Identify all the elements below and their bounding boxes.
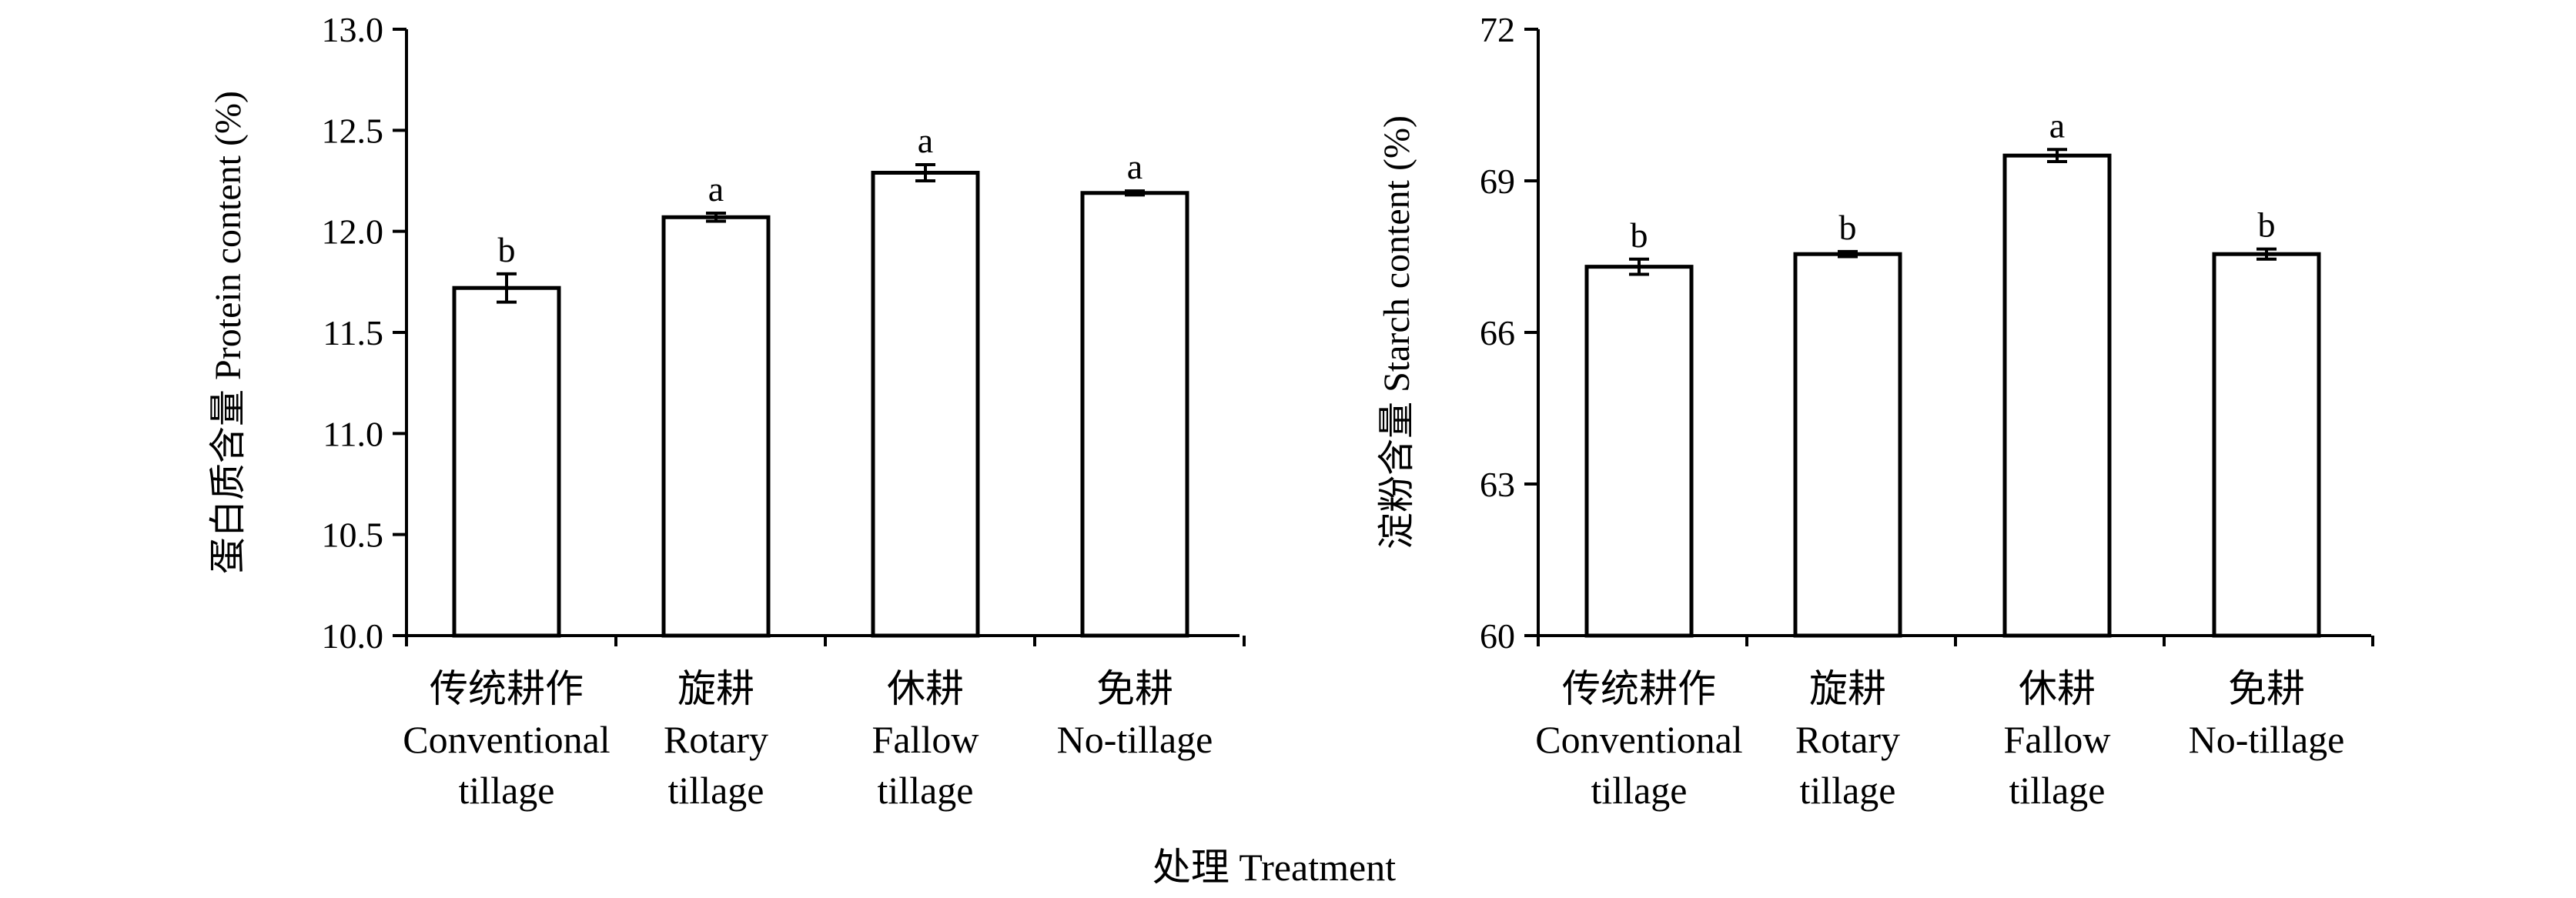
category-label: 免耕 No-tillage	[1057, 667, 1213, 761]
y-tick-label: 69	[1480, 162, 1515, 201]
y-axis-title: 蛋白质含量 Protein content (%)	[208, 91, 249, 574]
bar	[452, 285, 561, 638]
bar	[1584, 265, 1694, 638]
significance-label: a	[708, 169, 724, 209]
error-bar	[915, 162, 935, 182]
y-tick-label: 13.0	[322, 10, 384, 49]
error-bar	[1125, 189, 1145, 197]
significance-label: b	[2258, 205, 2276, 245]
category-label: 传统耕作 Conventional tillage	[1535, 667, 1742, 812]
error-bar	[706, 212, 726, 223]
y-tick-label: 10.0	[322, 616, 384, 656]
significance-label: a	[918, 121, 933, 160]
significance-label: a	[1127, 147, 1142, 186]
y-tick-label: 10.5	[322, 516, 384, 555]
error-bar	[1838, 249, 1858, 259]
bar	[1080, 191, 1189, 638]
category-label: 免耕 No-tillage	[2189, 667, 2345, 761]
y-tick-label: 60	[1480, 616, 1515, 656]
category-label: 旋耕 Rotary tillage	[1795, 667, 1900, 812]
bar	[2002, 153, 2112, 638]
significance-label: b	[1631, 215, 1648, 255]
y-tick-label: 12.5	[322, 111, 384, 150]
significance-label: a	[2049, 105, 2065, 145]
bar	[871, 170, 980, 638]
y-tick-label: 72	[1480, 10, 1515, 49]
bar	[1793, 252, 1902, 638]
y-tick-label: 63	[1480, 465, 1515, 504]
shared-x-axis-title: 处理 Treatment	[1153, 846, 1396, 889]
category-label: 休耕 Fallow tillage	[2004, 667, 2111, 812]
protein-chart: 10.0 10.5 11.0 11.5 12.0 12.5 13.0 蛋白质含量 Protei…	[208, 10, 1246, 812]
error-bar	[2047, 148, 2067, 164]
y-axis-title: 淀粉含量 Starch content (%)	[1377, 115, 1417, 549]
significance-label: b	[498, 230, 516, 269]
significance-label: b	[1839, 208, 1857, 247]
category-label: 旋耕 Rotary tillage	[664, 667, 768, 812]
y-tick-label: 12.0	[322, 212, 384, 252]
error-bar	[2257, 247, 2277, 261]
category-label: 休耕 Fallow tillage	[872, 667, 979, 812]
error-bar	[497, 272, 517, 304]
y-tick-label: 11.0	[323, 414, 383, 453]
y-tick-label: 66	[1480, 313, 1515, 352]
starch-chart: 60 63 66 69 72 淀粉含量 Starch content (%) b 传统耕作 Co…	[1377, 10, 2374, 812]
bar	[661, 215, 771, 638]
error-bar	[1629, 257, 1649, 276]
y-tick-label: 11.5	[323, 313, 383, 352]
bar	[2212, 252, 2321, 638]
category-label: 传统耕作 Conventional tillage	[403, 667, 610, 812]
